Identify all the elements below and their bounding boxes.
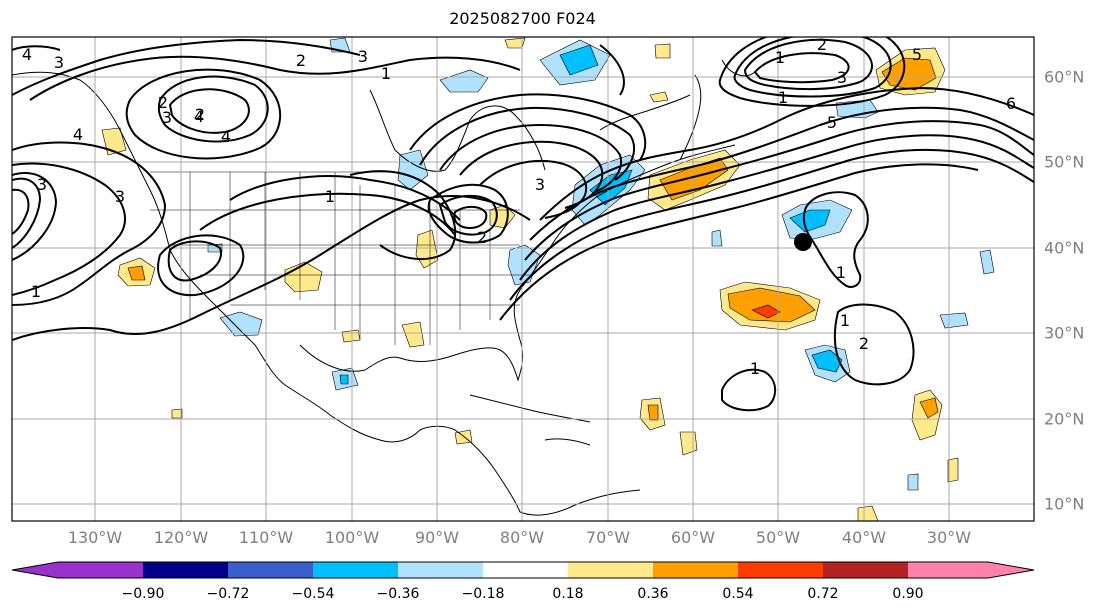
colorbar-segment: [823, 562, 909, 578]
contour-label: 1: [836, 263, 846, 282]
colorbar-segment: [483, 562, 569, 578]
longitude-label: 110°W: [238, 528, 294, 547]
contour-label: 3: [115, 187, 125, 206]
colorbar-tick: 0.18: [552, 586, 584, 602]
colorbar-segment: [313, 562, 399, 578]
contour-label: 3: [162, 108, 172, 127]
longitude-label: 80°W: [499, 528, 545, 547]
contour-label: 3: [37, 175, 47, 194]
contour-lines: [12, 37, 1034, 412]
longitude-label: 40°W: [841, 528, 887, 547]
colorbar-tick: 0.54: [722, 586, 754, 602]
colorbar-tick: −0.54: [291, 586, 335, 602]
colorbar-segment: [908, 562, 988, 578]
contour-label: 1: [31, 282, 41, 301]
contour-label: 3: [54, 53, 64, 72]
colorbar-segment: [143, 562, 229, 578]
state-borders: [150, 171, 530, 345]
colorbar-tick: −0.18: [461, 586, 505, 602]
colorbar-segment: [653, 562, 739, 578]
colorbar-segment: [398, 562, 484, 578]
contour-label: 4: [194, 107, 204, 126]
colorbar-segment: [738, 562, 824, 578]
latitude-label: 20°N: [1044, 409, 1085, 429]
colorbar-segment: [228, 562, 314, 578]
latitude-label: 50°N: [1044, 152, 1085, 172]
map-frame: [11, 36, 1035, 522]
contour-labels: 4 3 2 3 1 2 3 4 2 4 4 5 3 3 1 3 1 2 1 3 …: [22, 35, 1016, 378]
colorbar-tick: −0.36: [376, 586, 420, 602]
latitude-label: 10°N: [1044, 494, 1085, 514]
contour-label: 4: [73, 125, 83, 144]
colorbar-tick: 0.90: [892, 586, 924, 602]
longitude-label: 120°W: [153, 528, 209, 547]
colorbar-extend-high: [988, 562, 1034, 578]
contour-label: 2: [195, 105, 205, 124]
latitude-label: 40°N: [1044, 238, 1085, 258]
colorbar-tick: −0.72: [206, 586, 250, 602]
longitude-label: 70°W: [585, 528, 631, 547]
contour-label: 2: [477, 228, 487, 247]
contour-label: 3: [837, 68, 847, 87]
colorbar: [11, 561, 1035, 579]
longitude-label: 60°W: [670, 528, 716, 547]
contour-label: 1: [381, 64, 391, 83]
contour-label: 1: [778, 88, 788, 107]
latitude-label: 60°N: [1044, 67, 1085, 87]
contour-label: 2: [817, 35, 827, 54]
longitude-label: 90°W: [414, 528, 460, 547]
contour-label: 6: [1006, 94, 1016, 113]
map-title: 2025082700 F024: [449, 9, 596, 28]
colorbar-tick: −0.90: [121, 586, 165, 602]
contour-label: 1: [775, 48, 785, 67]
longitude-label: 130°W: [67, 528, 123, 547]
contour-label: 1: [750, 359, 760, 378]
contour-label: 1: [325, 187, 335, 206]
colorbar-outline: [11, 561, 1035, 579]
contour-label: 1: [840, 311, 850, 330]
contour-label: 3: [535, 175, 545, 194]
longitude-label: 30°W: [926, 528, 972, 547]
longitude-label: 100°W: [324, 528, 380, 547]
contour-label: 3: [358, 47, 368, 66]
contour-label: 4: [22, 45, 32, 64]
contour-label: 2: [158, 93, 168, 112]
colorbar-tick: 0.36: [637, 586, 669, 602]
colorbar-segment: [58, 562, 144, 578]
colorbar-extend-low: [12, 562, 58, 578]
contour-label: 5: [827, 113, 837, 132]
contour-label: 5: [912, 45, 922, 64]
contour-label: 2: [296, 51, 306, 70]
latitude-label: 30°N: [1044, 323, 1085, 343]
colorbar-segment: [568, 562, 654, 578]
contour-label: 4: [221, 127, 231, 146]
contour-label: 2: [859, 334, 869, 353]
colorbar-tick: 0.72: [807, 586, 839, 602]
longitude-label: 50°W: [755, 528, 801, 547]
storm-center-marker: [794, 233, 812, 251]
